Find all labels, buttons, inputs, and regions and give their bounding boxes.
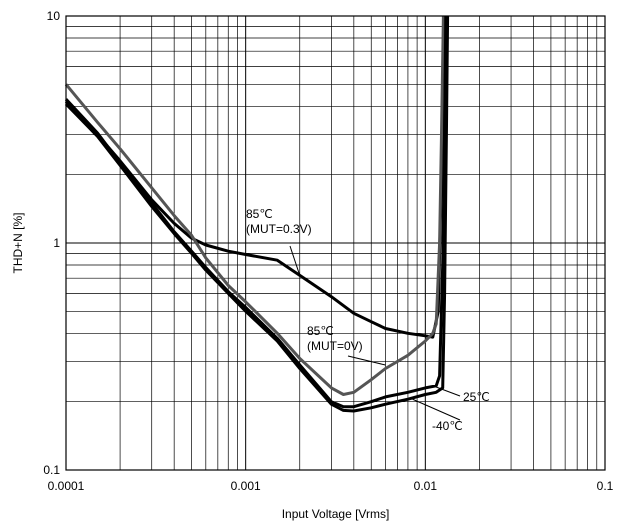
- annotation-leader: [347, 355, 386, 366]
- annotation-label: 85℃: [246, 207, 273, 221]
- annotation-label-line2: (MUT=0V): [307, 339, 363, 353]
- series-line-40: [64, 15, 450, 413]
- series-line-85-mut-0-3v: [64, 15, 446, 339]
- annotation-leader: [289, 245, 301, 276]
- x-tick-label: 0.0001: [48, 479, 85, 493]
- series-group: [64, 15, 450, 413]
- annotation-label: 85℃: [307, 324, 334, 338]
- x-tick-label: 0.01: [414, 479, 438, 493]
- tick-labels: 0.0001 0.001 0.01 0.1 0.1 1 10: [43, 9, 613, 493]
- y-tick-label: 1: [53, 236, 60, 250]
- grid-lines: [65, 16, 605, 471]
- series-line-85-mut-0v: [64, 15, 445, 396]
- y-tick-label: 10: [47, 9, 61, 23]
- plot-frame: [65, 15, 606, 471]
- y-axis-label: THD+N [%]: [11, 212, 25, 273]
- annotation-label: -40℃: [432, 419, 463, 433]
- annotation-leader: [412, 398, 461, 421]
- annotation-label-line2: (MUT=0.3V): [246, 222, 312, 236]
- x-tick-label: 0.001: [231, 479, 261, 493]
- annotation-group: 85℃(MUT=0.3V)85℃(MUT=0V)25℃-40℃: [246, 207, 490, 433]
- annotation-label: 25℃: [463, 390, 490, 404]
- annotation-leader: [432, 385, 461, 397]
- x-tick-label: 0.1: [597, 479, 614, 493]
- y-tick-label: 0.1: [43, 463, 60, 477]
- x-axis-label: Input Voltage [Vrms]: [282, 507, 390, 521]
